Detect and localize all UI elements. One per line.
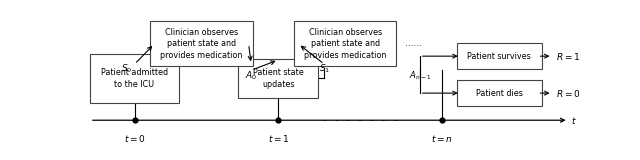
Text: $t = 1$: $t = 1$ [268,132,289,144]
FancyBboxPatch shape [294,21,396,66]
Text: $t$: $t$ [571,115,577,126]
Text: $t = n$: $t = n$ [431,132,453,144]
Text: ......: ...... [405,39,422,48]
FancyBboxPatch shape [457,80,541,106]
FancyBboxPatch shape [150,21,253,66]
FancyBboxPatch shape [239,59,318,98]
Text: $t = 0$: $t = 0$ [124,132,145,144]
Text: Clinician observes
patient state and
provides medication: Clinician observes patient state and pro… [304,28,387,60]
FancyBboxPatch shape [90,54,179,103]
Text: - - - - - - -: - - - - - - - [322,115,399,125]
Text: $S_0$: $S_0$ [121,63,132,75]
Text: Patient survives: Patient survives [467,52,531,61]
Text: $S_1$: $S_1$ [319,63,330,75]
Text: $R = 1$: $R = 1$ [556,51,580,62]
FancyBboxPatch shape [457,44,541,69]
Text: Patient admitted
to the ICU: Patient admitted to the ICU [101,68,168,89]
Text: Clinician observes
patient state and
provides medication: Clinician observes patient state and pro… [161,28,243,60]
Text: $A_0$: $A_0$ [245,69,257,82]
Text: Patient dies: Patient dies [476,89,522,98]
Text: $R = 0$: $R = 0$ [556,88,581,99]
Text: Patient state
updates: Patient state updates [253,68,304,89]
Text: $A_{n-1}$: $A_{n-1}$ [409,69,431,82]
